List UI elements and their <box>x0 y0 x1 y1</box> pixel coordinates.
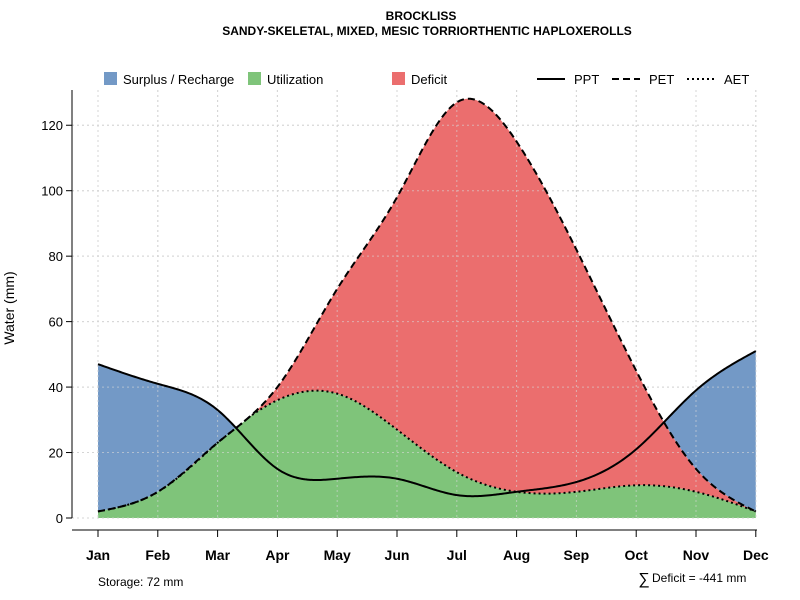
plot-area: 0 20 40 60 80 100 120 Jan Feb Mar Apr May Jun Jul Aug S… <box>41 90 769 563</box>
legend-label-utilization: Utilization <box>267 72 323 87</box>
legend-label-aet: AET <box>724 72 749 87</box>
deficit-note: Deficit = -441 mm <box>652 571 746 585</box>
x-tick-label-aug: Aug <box>503 547 530 563</box>
x-tick-label-dec: Dec <box>743 547 769 563</box>
x-tick-label-may: May <box>324 547 351 563</box>
y-tick-label: 100 <box>41 184 63 199</box>
legend-swatch-surplus <box>104 72 117 85</box>
y-tick-label: 40 <box>49 380 63 395</box>
y-tick-label: 120 <box>41 118 63 133</box>
legend-label-pet: PET <box>649 72 674 87</box>
ppt-line <box>97 350 757 498</box>
x-tick-label-sep: Sep <box>564 547 590 563</box>
y-tick-label: 60 <box>49 315 63 330</box>
y-tick-label: 80 <box>49 249 63 264</box>
x-tick-label-jun: Jun <box>385 547 410 563</box>
legend: Surplus / Recharge Utilization Deficit P… <box>104 72 749 87</box>
legend-swatch-deficit <box>392 72 405 85</box>
x-tick-label-jul: Jul <box>447 547 467 563</box>
storage-note: Storage: 72 mm <box>98 575 183 589</box>
x-tick-label-nov: Nov <box>683 547 710 563</box>
x-tick-label-apr: Apr <box>265 547 290 563</box>
surplus-area <box>98 98 756 512</box>
x-tick-label-jan: Jan <box>86 547 110 563</box>
utilization-area <box>98 390 756 518</box>
legend-label-deficit: Deficit <box>411 72 448 87</box>
chart-title: BROCKLISS <box>386 9 457 23</box>
sum-symbol: ∑ <box>638 571 649 588</box>
chart-subtitle: SANDY-SKELETAL, MIXED, MESIC TORRIORTHEN… <box>222 24 632 38</box>
deficit-area <box>98 98 756 512</box>
x-tick-label-feb: Feb <box>145 547 170 563</box>
y-tick-label: 0 <box>56 511 63 526</box>
legend-label-ppt: PPT <box>574 72 599 87</box>
y-axis-title: Water (mm) <box>1 271 17 344</box>
x-tick-label-mar: Mar <box>205 547 230 563</box>
legend-label-surplus: Surplus / Recharge <box>123 72 234 87</box>
pet-line <box>97 97 757 513</box>
x-tick-label-oct: Oct <box>625 547 649 563</box>
legend-swatch-utilization <box>248 72 261 85</box>
y-tick-label: 20 <box>49 446 63 461</box>
